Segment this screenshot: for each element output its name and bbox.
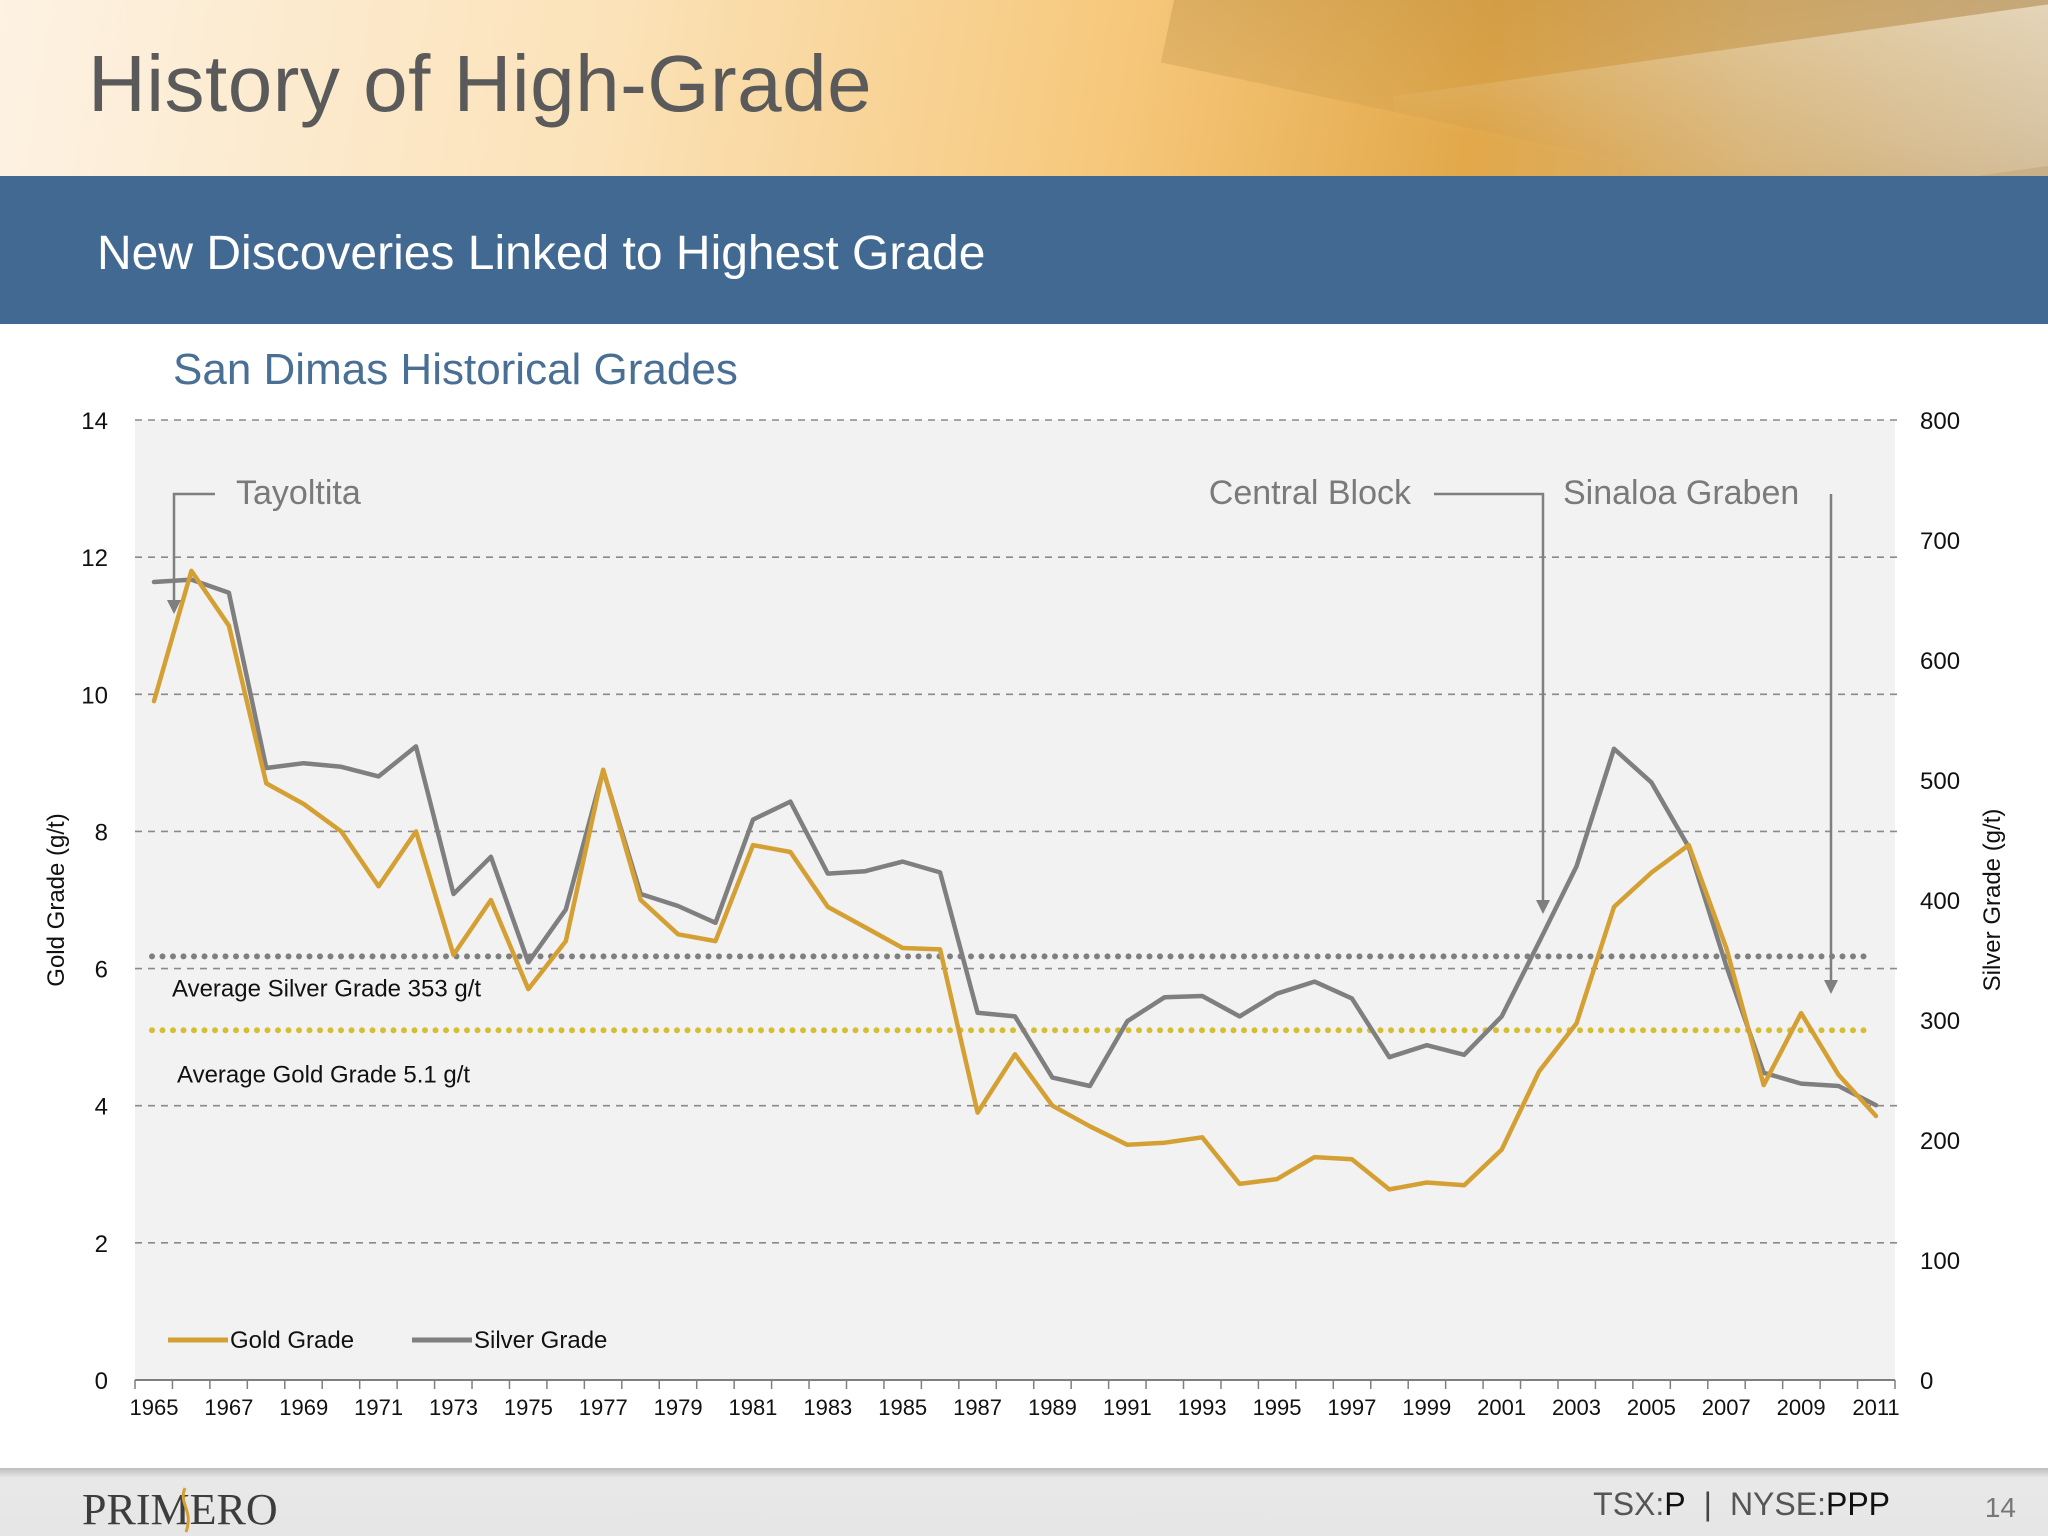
x-axis-tick-label: 2007: [1702, 1395, 1751, 1420]
x-axis-tick-label: 1981: [728, 1395, 777, 1420]
logo-flame-icon: [181, 1487, 190, 1533]
x-axis-tick-label: 2011: [1852, 1395, 1899, 1420]
x-axis-tick-label: 2003: [1552, 1395, 1601, 1420]
annotation-label: Sinaloa Graben: [1563, 474, 1799, 512]
right-axis-tick-label: 100: [1920, 1248, 1960, 1275]
right-axis-tick-label: 500: [1920, 768, 1960, 795]
footer-bar: PRIMERO TSX:P | NYSE:PPP 14: [0, 1468, 2048, 1536]
reference-line-label: Average Silver Grade 353 g/t: [172, 975, 481, 1002]
x-axis-tick-label: 1973: [429, 1395, 478, 1420]
right-axis-tick-label: 800: [1920, 408, 1960, 435]
gridlines: [135, 419, 1903, 1244]
annotation-arrowhead: [1536, 900, 1550, 914]
right-axis-tick-label: 600: [1920, 648, 1960, 675]
gold-grade-series-line: [151, 568, 1879, 1192]
annotation-central-block: Central Block: [1209, 474, 1550, 914]
chart-area: San Dimas Historical Grades Average Silv…: [0, 324, 2048, 1468]
primero-logo: PRIMERO: [82, 1485, 278, 1534]
chart-title: San Dimas Historical Grades: [173, 345, 738, 394]
logo-text: PRIMERO: [82, 1485, 278, 1534]
right-axis-tick-label: 400: [1920, 888, 1960, 915]
annotation-leader: [172, 492, 215, 612]
left-axis-tick-label: 8: [95, 819, 108, 846]
x-axis-tick-label: 1993: [1178, 1395, 1227, 1420]
legend-label: Silver Grade: [474, 1327, 607, 1354]
right-axis-tick-label: 700: [1920, 528, 1960, 555]
header-band: History of High-Grade: [0, 0, 2048, 176]
left-axis-tick-label: 10: [81, 682, 108, 709]
grades-chart: San Dimas Historical Grades Average Silv…: [43, 345, 2006, 1420]
x-axis-tick-label: 1987: [953, 1395, 1002, 1420]
x-axis-tick-label: 1975: [504, 1395, 553, 1420]
series-layer: [151, 568, 1879, 1192]
axes: 0 2 4 6 8 10 12 14 0 100 200 300 400 500 600 700 800 Gold…: [43, 408, 2006, 1420]
annotation-arrowhead: [167, 600, 181, 614]
plot-background: [135, 420, 1895, 1380]
legend: Gold Grade Silver Grade: [168, 1327, 607, 1354]
annotation-tayoltita: Tayoltita: [167, 474, 361, 614]
reference-lines: Average Silver Grade 353 g/t Average Gold…: [149, 953, 1869, 1088]
annotation-label: Tayoltita: [236, 474, 361, 512]
x-axis-tick-label: 1997: [1327, 1395, 1376, 1420]
page-number: 14: [1984, 1492, 2016, 1523]
left-axis-tick-label: 6: [95, 957, 108, 984]
x-axis-tick-label: 2009: [1777, 1395, 1826, 1420]
nyse-prefix: NYSE:: [1729, 1486, 1826, 1522]
x-axis-tick-label: 1967: [204, 1395, 253, 1420]
annotation-sinaloa-graben: Sinaloa Graben: [1563, 474, 1838, 994]
stock-tickers: TSX:P | NYSE:PPP: [1593, 1486, 1890, 1523]
left-axis-tick-label: 14: [81, 408, 108, 435]
x-axis-tick-label: 1985: [878, 1395, 927, 1420]
left-axis-title: Gold Grade (g/t): [43, 813, 70, 986]
left-axis-tick-label: 12: [81, 545, 108, 572]
x-axis-tick-label: 1999: [1402, 1395, 1451, 1420]
banner-text: New Discoveries Linked to Highest Grade: [97, 227, 986, 280]
x-axis-tick-label: 1979: [654, 1395, 703, 1420]
subtitle-banner: New Discoveries Linked to Highest Grade: [0, 176, 2048, 324]
annotation-label: Central Block: [1209, 474, 1412, 512]
reference-line-label: Average Gold Grade 5.1 g/t: [177, 1061, 470, 1088]
left-axis-tick-label: 2: [95, 1231, 108, 1258]
x-axis-tick-label: 1977: [579, 1395, 628, 1420]
right-axis-tick-label: 300: [1920, 1008, 1960, 1035]
x-axis-tick-label: 1983: [803, 1395, 852, 1420]
tsx-symbol: P: [1664, 1486, 1686, 1522]
right-axis-title: Silver Grade (g/t): [1979, 809, 2006, 992]
x-axis-tick-label: 1965: [130, 1395, 179, 1420]
left-axis-tick-label: 4: [95, 1094, 108, 1121]
silver-grade-series-line: [151, 577, 1879, 1108]
right-axis-tick-label: 0: [1920, 1368, 1933, 1395]
x-axis-tick-label: 1969: [279, 1395, 328, 1420]
nyse-symbol: PPP: [1825, 1486, 1890, 1522]
ticker-separator: |: [1703, 1486, 1712, 1522]
x-axis-tick-label: 2001: [1477, 1395, 1526, 1420]
x-axis-tick-label: 1991: [1103, 1395, 1152, 1420]
x-axis-tick-label: 1995: [1253, 1395, 1302, 1420]
right-axis-tick-label: 200: [1920, 1128, 1960, 1155]
annotations: Tayoltita Central Block Sinaloa Graben: [167, 474, 1838, 994]
x-axis-tick-label: 1971: [354, 1395, 403, 1420]
page-title: History of High-Grade: [88, 39, 873, 128]
tsx-prefix: TSX:: [1593, 1486, 1665, 1522]
x-axis-tick-label: 2005: [1627, 1395, 1676, 1420]
legend-label: Gold Grade: [230, 1327, 354, 1354]
left-axis-tick-label: 0: [95, 1368, 108, 1395]
x-axis-tick-label: 1989: [1028, 1395, 1077, 1420]
annotation-arrowhead: [1824, 980, 1838, 994]
annotation-leader: [1434, 492, 1545, 910]
